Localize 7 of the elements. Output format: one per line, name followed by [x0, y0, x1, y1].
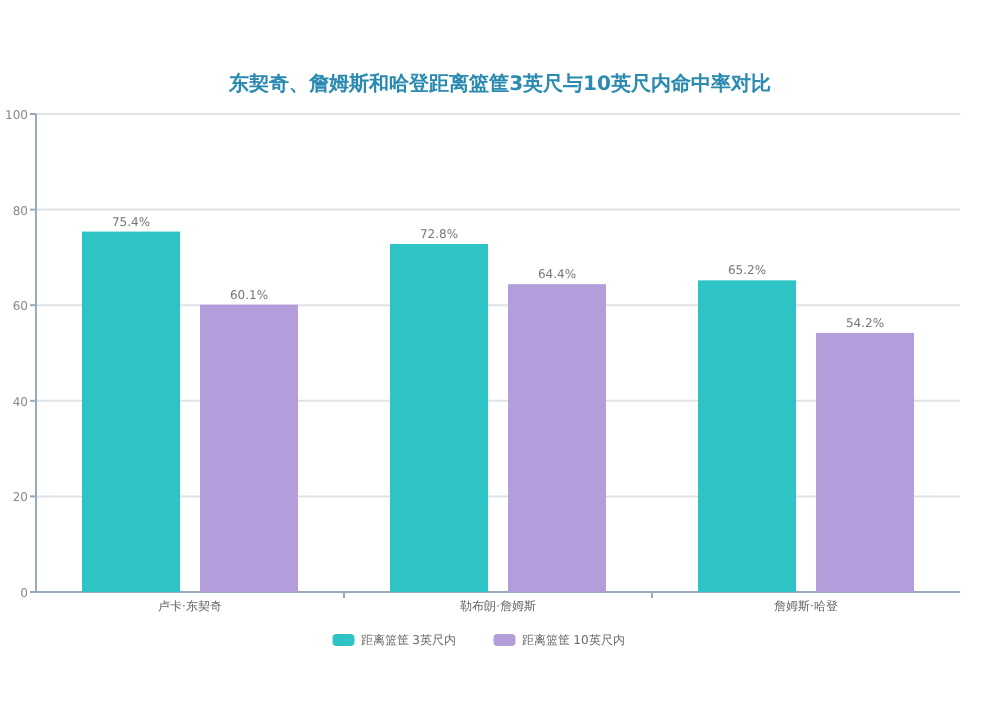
bar [508, 284, 606, 592]
bar [816, 332, 914, 592]
bar [390, 244, 488, 592]
bar [698, 280, 796, 592]
bar [200, 304, 298, 592]
bar [82, 231, 180, 592]
chart-title: 东契奇、詹姆斯和哈登距离篮筐3英尺与10英尺内命中率对比 [227, 72, 771, 96]
